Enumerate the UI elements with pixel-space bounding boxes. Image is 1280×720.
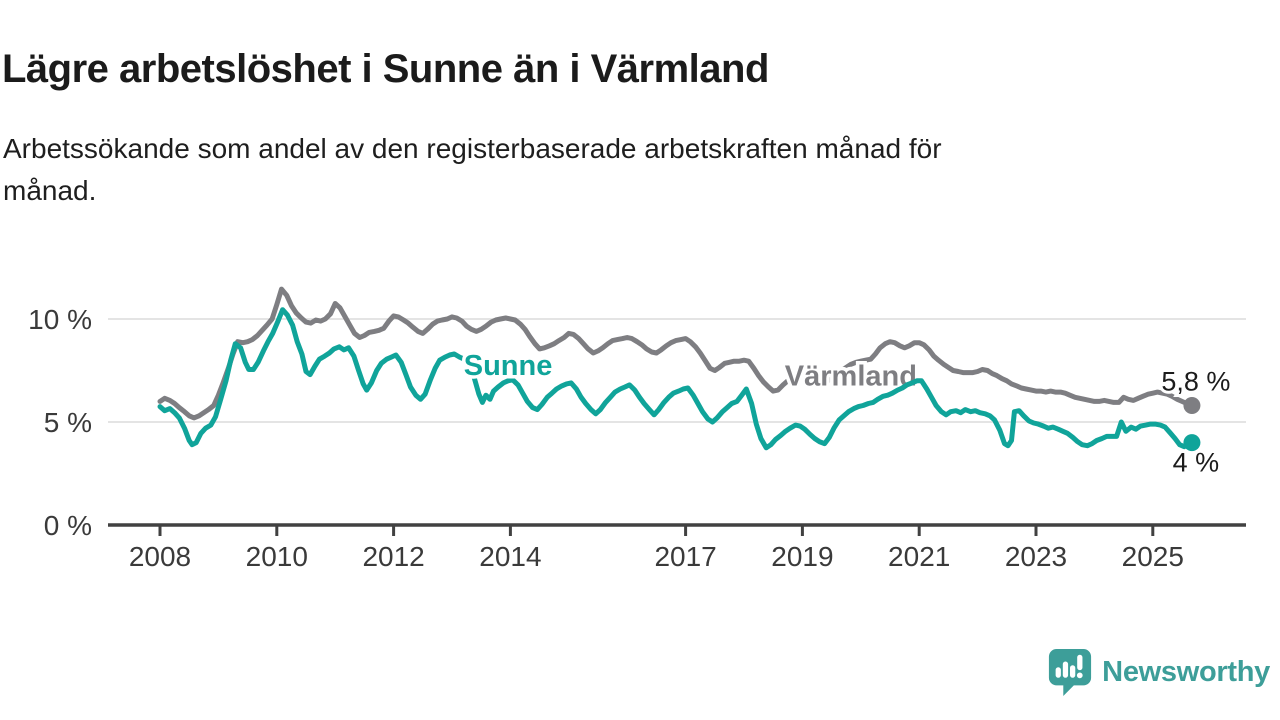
y-axis-label: 5 % [44,407,92,438]
series-end-dot-sunne [1183,434,1201,452]
x-axis-label: 2021 [888,541,950,572]
x-axis-label: 2008 [129,541,191,572]
series-end-dot-v-rmland [1183,397,1201,415]
brand-name: Newsworthy [1102,655,1270,688]
subtitle-line-1: Arbetssökande som andel av den registerb… [3,133,942,164]
end-value-label-sunne: 4 % [1173,448,1220,478]
x-axis-label: 2012 [362,541,424,572]
chart-subtitle: Arbetssökande som andel av den registerb… [3,128,1203,212]
x-axis-label: 2010 [246,541,308,572]
series-label-sunne: Sunne [464,350,553,382]
x-axis-label: 2019 [771,541,833,572]
bar-chart-speech-bubble-icon [1049,649,1092,696]
series-label-v-rmland: Värmland [785,360,917,392]
x-axis-label: 2017 [654,541,716,572]
series-line-sunne [157,307,1195,451]
chart-canvas: 0 % 5 % 10 % 2008 2010 2012 2014 2017 2019 2021 20… [28,286,1246,572]
x-axis-label: 2025 [1122,541,1184,572]
newsworthy-logo: Newsworthy [1047,646,1270,698]
end-value-label-v-rmland: 5,8 % [1161,367,1230,397]
x-axis-label: 2023 [1005,541,1067,572]
line-chart: 0 % 5 % 10 % 2008 2010 2012 2014 2017 2019 2021 20… [0,255,1280,585]
series-line-v-rmland [157,286,1195,421]
y-axis-label: 0 % [44,510,92,541]
subtitle-line-2: månad. [3,175,97,206]
y-axis-label: 10 % [28,304,92,335]
x-axis-label: 2014 [479,541,541,572]
page-title: Lägre arbetslöshet i Sunne än i Värmland [2,46,769,91]
